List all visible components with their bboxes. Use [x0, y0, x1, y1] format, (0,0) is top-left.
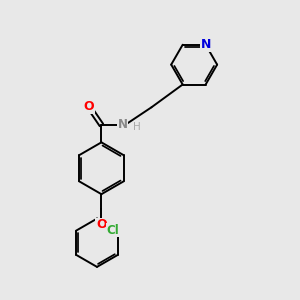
Text: O: O: [96, 218, 107, 231]
Text: O: O: [83, 100, 94, 113]
Text: N: N: [118, 118, 128, 131]
Text: Cl: Cl: [106, 224, 119, 237]
Text: N: N: [200, 38, 211, 51]
Text: H: H: [134, 122, 141, 132]
